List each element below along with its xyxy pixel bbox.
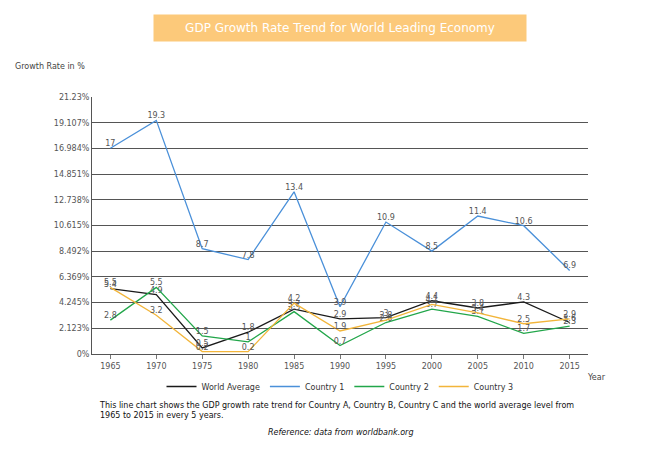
svg-text:1995: 1995 — [376, 362, 396, 371]
svg-text:2.8: 2.8 — [380, 311, 393, 320]
svg-text:6.369%: 6.369% — [59, 273, 90, 282]
svg-text:2.8: 2.8 — [104, 311, 117, 320]
svg-text:Country 3: Country 3 — [474, 383, 513, 392]
svg-text:2.6: 2.6 — [380, 314, 393, 323]
svg-text:3.2: 3.2 — [150, 306, 163, 315]
svg-text:2000: 2000 — [422, 362, 442, 371]
svg-text:3.9: 3.9 — [334, 298, 347, 307]
svg-text:1.7: 1.7 — [517, 324, 530, 333]
svg-text:0.2: 0.2 — [196, 343, 209, 352]
svg-text:Country 2: Country 2 — [389, 383, 428, 392]
svg-text:1975: 1975 — [192, 362, 212, 371]
svg-text:1970: 1970 — [146, 362, 166, 371]
svg-text:Reference: data from worldbank: Reference: data from worldbank.org — [268, 428, 413, 437]
svg-text:13.4: 13.4 — [285, 183, 303, 192]
svg-text:Country 1: Country 1 — [305, 383, 344, 392]
svg-text:6.9: 6.9 — [563, 261, 576, 270]
svg-text:0.2: 0.2 — [242, 343, 255, 352]
svg-text:World Average: World Average — [202, 383, 260, 392]
svg-text:1980: 1980 — [238, 362, 258, 371]
svg-text:Year: Year — [587, 373, 606, 382]
svg-text:3.1: 3.1 — [471, 307, 484, 316]
svg-text:3.8: 3.8 — [471, 299, 484, 308]
svg-text:2.5: 2.5 — [517, 315, 530, 324]
svg-text:0.5: 0.5 — [196, 339, 209, 348]
svg-text:1.5: 1.5 — [196, 327, 209, 336]
svg-text:19.3: 19.3 — [147, 111, 165, 120]
svg-text:8.5: 8.5 — [425, 242, 438, 251]
svg-text:2.9: 2.9 — [334, 310, 347, 319]
svg-text:16.984%: 16.984% — [54, 144, 90, 153]
svg-text:10.615%: 10.615% — [54, 221, 90, 230]
svg-text:1990: 1990 — [330, 362, 350, 371]
svg-text:0%: 0% — [77, 350, 90, 359]
svg-text:This line chart shows the GDP: This line chart shows the GDP growth rat… — [99, 401, 574, 420]
svg-text:10.9: 10.9 — [377, 213, 395, 222]
svg-text:5.4: 5.4 — [104, 280, 117, 289]
svg-text:0.7: 0.7 — [334, 337, 347, 346]
svg-text:4.2: 4.2 — [288, 294, 301, 303]
svg-text:8.7: 8.7 — [196, 240, 209, 249]
svg-text:5.5: 5.5 — [104, 278, 117, 287]
svg-text:2015: 2015 — [559, 362, 579, 371]
svg-text:2.123%: 2.123% — [59, 324, 90, 333]
svg-text:7.8: 7.8 — [242, 251, 255, 260]
svg-text:11.4: 11.4 — [469, 207, 487, 216]
svg-text:12.738%: 12.738% — [54, 196, 90, 205]
svg-text:2.6: 2.6 — [563, 314, 576, 323]
svg-text:8.492%: 8.492% — [59, 247, 90, 256]
svg-text:4.245%: 4.245% — [59, 298, 90, 307]
svg-text:1.8: 1.8 — [242, 323, 255, 332]
svg-text:4.1: 4.1 — [425, 295, 438, 304]
svg-text:14.851%: 14.851% — [54, 170, 90, 179]
svg-text:4.4: 4.4 — [425, 292, 438, 301]
svg-text:1.9: 1.9 — [334, 322, 347, 331]
svg-text:4.3: 4.3 — [517, 293, 530, 302]
svg-text:3.7: 3.7 — [425, 300, 438, 309]
svg-text:1965: 1965 — [100, 362, 120, 371]
svg-text:17: 17 — [105, 139, 115, 148]
svg-text:5.5: 5.5 — [150, 278, 163, 287]
svg-text:1: 1 — [246, 333, 251, 342]
svg-text:3: 3 — [383, 309, 388, 318]
svg-text:19.107%: 19.107% — [54, 119, 90, 128]
svg-text:21.23%: 21.23% — [59, 93, 90, 102]
svg-text:10.6: 10.6 — [515, 217, 533, 226]
svg-text:GDP Growth Rate Trend for Worl: GDP Growth Rate Trend for World Leading … — [185, 21, 495, 35]
svg-text:2.3: 2.3 — [563, 317, 576, 326]
svg-text:2.9: 2.9 — [563, 310, 576, 319]
svg-text:2005: 2005 — [468, 362, 488, 371]
svg-text:4.9: 4.9 — [150, 286, 163, 295]
svg-text:3.7: 3.7 — [288, 300, 301, 309]
svg-text:1985: 1985 — [284, 362, 304, 371]
svg-text:Growth Rate in %: Growth Rate in % — [15, 62, 85, 71]
svg-text:3.4: 3.4 — [471, 304, 484, 313]
svg-text:3.5: 3.5 — [288, 303, 301, 312]
svg-text:2010: 2010 — [514, 362, 534, 371]
